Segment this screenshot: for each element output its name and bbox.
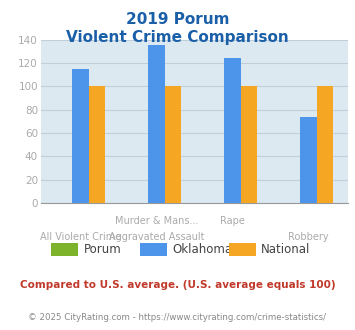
Bar (148, 46, 165, 203)
Bar (224, 58, 241, 203)
Bar (241, 86, 257, 203)
Text: National: National (261, 243, 310, 256)
Text: Porum: Porum (83, 243, 121, 256)
Text: Murder & Mans...: Murder & Mans... (115, 216, 198, 226)
Bar (300, 116, 317, 203)
Bar (89, 86, 105, 203)
Text: Compared to U.S. average. (U.S. average equals 100): Compared to U.S. average. (U.S. average … (20, 280, 335, 290)
Bar (317, 86, 333, 203)
Text: Robbery: Robbery (288, 232, 329, 242)
Text: Violent Crime Comparison: Violent Crime Comparison (66, 30, 289, 45)
Text: Rape: Rape (220, 216, 245, 226)
Text: Oklahoma: Oklahoma (172, 243, 232, 256)
Bar (72, 69, 89, 203)
Text: 2019 Porum: 2019 Porum (126, 12, 229, 26)
Text: Aggravated Assault: Aggravated Assault (109, 232, 204, 242)
Bar (165, 86, 181, 203)
Text: All Violent Crime: All Violent Crime (40, 232, 121, 242)
Text: © 2025 CityRating.com - https://www.cityrating.com/crime-statistics/: © 2025 CityRating.com - https://www.city… (28, 313, 327, 322)
